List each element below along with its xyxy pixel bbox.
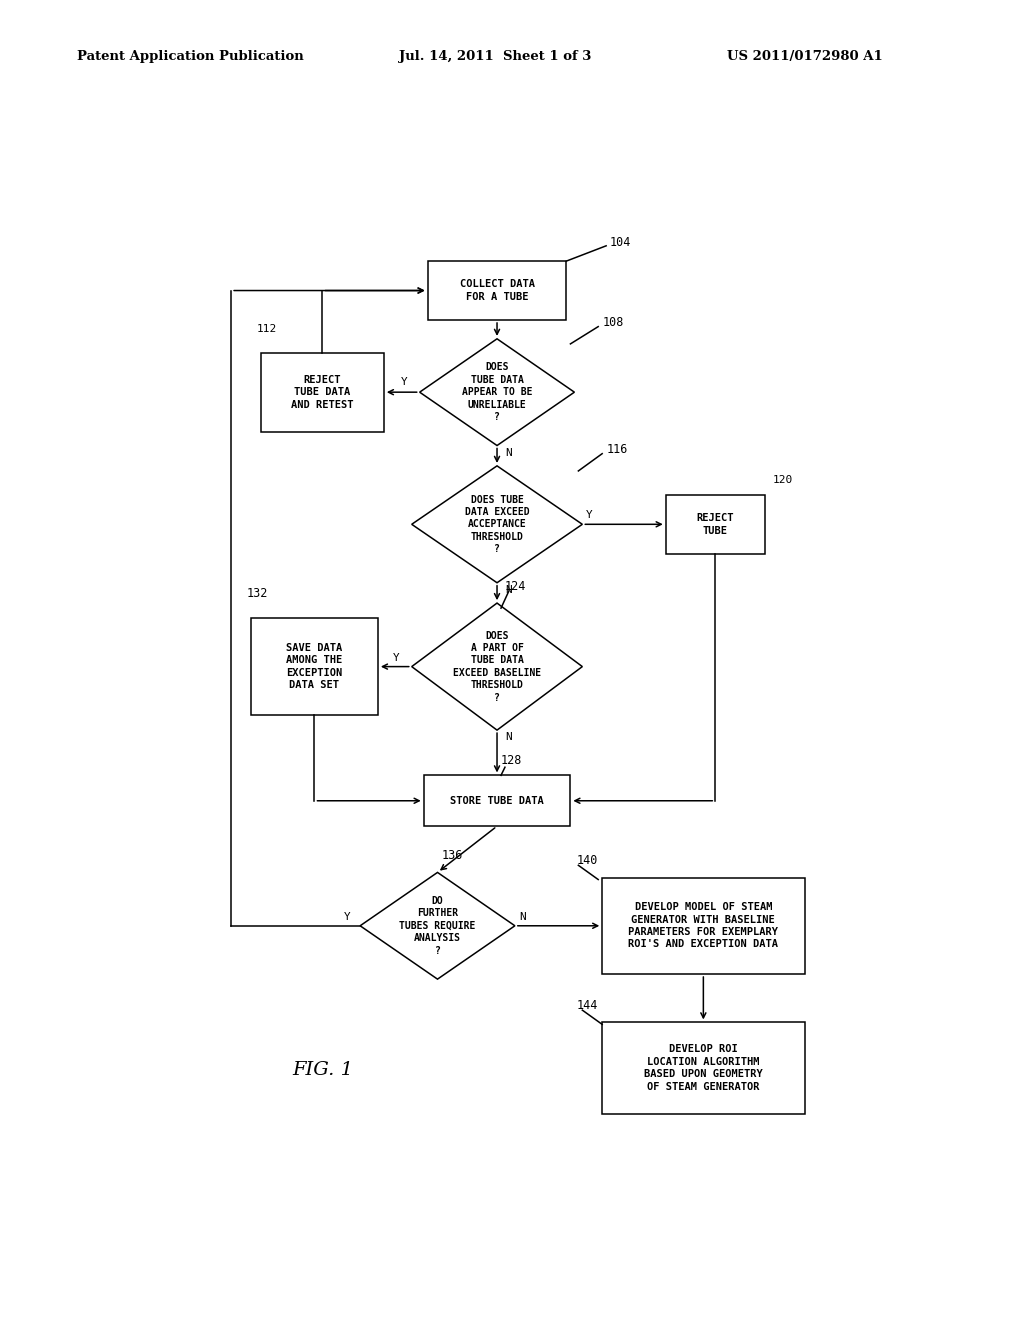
Text: Patent Application Publication: Patent Application Publication (77, 50, 303, 63)
FancyBboxPatch shape (602, 1022, 805, 1114)
Text: 136: 136 (441, 849, 463, 862)
Polygon shape (420, 339, 574, 446)
Text: 112: 112 (257, 325, 278, 334)
Text: DEVELOP ROI
LOCATION ALGORITHM
BASED UPON GEOMETRY
OF STEAM GENERATOR: DEVELOP ROI LOCATION ALGORITHM BASED UPO… (644, 1044, 763, 1092)
FancyBboxPatch shape (428, 261, 566, 319)
FancyBboxPatch shape (261, 352, 384, 432)
Text: Y: Y (393, 652, 399, 663)
Text: US 2011/0172980 A1: US 2011/0172980 A1 (727, 50, 883, 63)
FancyBboxPatch shape (602, 878, 805, 974)
Text: FIG. 1: FIG. 1 (292, 1061, 353, 1080)
Text: 144: 144 (577, 999, 598, 1012)
Text: REJECT
TUBE: REJECT TUBE (696, 513, 734, 536)
Text: REJECT
TUBE DATA
AND RETEST: REJECT TUBE DATA AND RETEST (291, 375, 353, 409)
Text: Jul. 14, 2011  Sheet 1 of 3: Jul. 14, 2011 Sheet 1 of 3 (399, 50, 592, 63)
Text: N: N (505, 447, 512, 458)
Text: Y: Y (587, 511, 593, 520)
Text: 140: 140 (577, 854, 598, 867)
Text: DOES
A PART OF
TUBE DATA
EXCEED BASELINE
THRESHOLD
?: DOES A PART OF TUBE DATA EXCEED BASELINE… (453, 631, 541, 702)
Text: DOES
TUBE DATA
APPEAR TO BE
UNRELIABLE
?: DOES TUBE DATA APPEAR TO BE UNRELIABLE ? (462, 363, 532, 422)
Text: Y: Y (401, 378, 408, 387)
Text: N: N (519, 912, 525, 921)
Text: Y: Y (344, 912, 350, 921)
Text: COLLECT DATA
FOR A TUBE: COLLECT DATA FOR A TUBE (460, 280, 535, 302)
Text: 120: 120 (773, 475, 793, 484)
Text: 116: 116 (606, 442, 628, 455)
Polygon shape (412, 603, 583, 730)
Text: DO
FURTHER
TUBES REQUIRE
ANALYSIS
?: DO FURTHER TUBES REQUIRE ANALYSIS ? (399, 896, 476, 956)
Text: 128: 128 (501, 754, 522, 767)
Text: 132: 132 (247, 587, 268, 601)
FancyBboxPatch shape (251, 618, 378, 715)
Text: SAVE DATA
AMONG THE
EXCEPTION
DATA SET: SAVE DATA AMONG THE EXCEPTION DATA SET (287, 643, 343, 690)
Text: DEVELOP MODEL OF STEAM
GENERATOR WITH BASELINE
PARAMETERS FOR EXEMPLARY
ROI'S AN: DEVELOP MODEL OF STEAM GENERATOR WITH BA… (629, 902, 778, 949)
Text: 104: 104 (610, 236, 632, 249)
FancyBboxPatch shape (424, 775, 570, 826)
Polygon shape (412, 466, 583, 582)
Text: DOES TUBE
DATA EXCEED
ACCEPTANCE
THRESHOLD
?: DOES TUBE DATA EXCEED ACCEPTANCE THRESHO… (465, 495, 529, 554)
Text: N: N (505, 585, 512, 595)
Text: N: N (505, 733, 512, 742)
Text: STORE TUBE DATA: STORE TUBE DATA (451, 796, 544, 805)
Polygon shape (360, 873, 515, 979)
FancyBboxPatch shape (666, 495, 765, 554)
Text: 108: 108 (602, 315, 624, 329)
Text: 124: 124 (505, 579, 526, 593)
